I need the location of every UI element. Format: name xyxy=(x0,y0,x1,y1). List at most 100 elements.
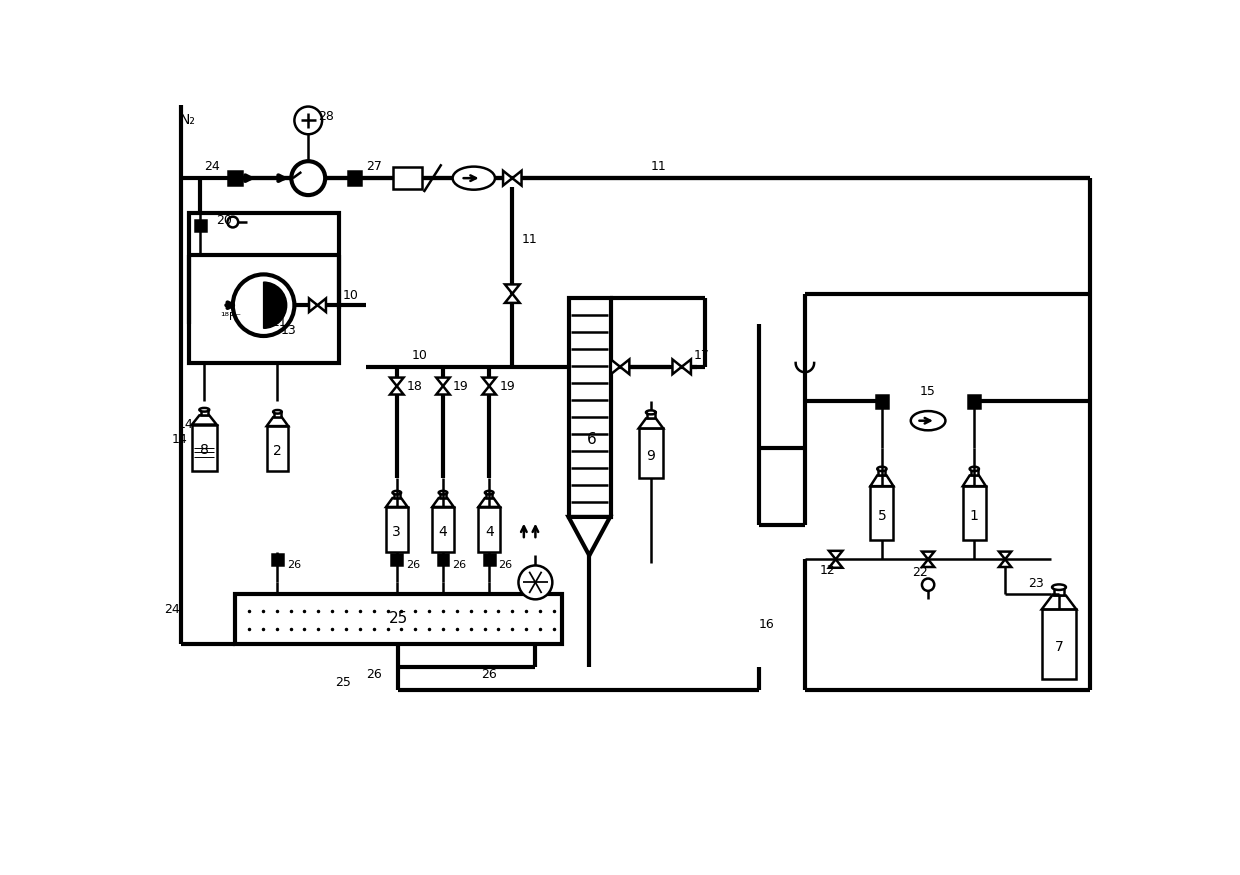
Text: 9: 9 xyxy=(646,449,655,463)
Circle shape xyxy=(291,161,325,195)
Text: 21: 21 xyxy=(272,316,286,329)
Bar xyxy=(479,507,500,551)
Bar xyxy=(1042,609,1076,679)
Bar xyxy=(386,507,408,551)
Polygon shape xyxy=(482,378,496,386)
Text: 10: 10 xyxy=(412,349,428,361)
Bar xyxy=(392,554,402,564)
Polygon shape xyxy=(999,559,1012,567)
Bar xyxy=(188,213,339,363)
Circle shape xyxy=(227,217,238,228)
Bar xyxy=(486,493,492,498)
Text: 11: 11 xyxy=(522,234,537,246)
Text: 25: 25 xyxy=(335,676,351,689)
Ellipse shape xyxy=(910,411,945,430)
Text: 24: 24 xyxy=(164,603,180,616)
Text: 26: 26 xyxy=(481,668,497,682)
Polygon shape xyxy=(512,171,522,186)
Ellipse shape xyxy=(970,466,978,471)
Bar xyxy=(393,493,401,498)
Text: 14: 14 xyxy=(177,418,193,431)
Circle shape xyxy=(233,275,294,336)
Polygon shape xyxy=(828,551,842,559)
Text: 7: 7 xyxy=(1055,640,1064,654)
Polygon shape xyxy=(921,559,934,567)
Text: 23: 23 xyxy=(1028,578,1044,591)
Ellipse shape xyxy=(393,491,401,494)
Text: 1: 1 xyxy=(970,508,978,522)
Polygon shape xyxy=(309,298,317,312)
Polygon shape xyxy=(192,416,217,424)
Text: 18: 18 xyxy=(407,380,423,393)
Text: 8: 8 xyxy=(200,443,208,457)
Polygon shape xyxy=(482,386,496,395)
Text: 4: 4 xyxy=(485,524,494,538)
Text: 11: 11 xyxy=(651,160,666,173)
Polygon shape xyxy=(433,498,454,507)
Text: 25: 25 xyxy=(388,611,408,626)
Bar xyxy=(201,410,208,416)
Text: 24: 24 xyxy=(205,160,219,173)
Text: 28: 28 xyxy=(317,110,334,123)
Ellipse shape xyxy=(439,491,448,494)
Polygon shape xyxy=(436,386,450,395)
Text: 2: 2 xyxy=(273,444,281,458)
Bar xyxy=(192,424,217,471)
Text: 16: 16 xyxy=(759,619,774,631)
Bar xyxy=(274,412,280,417)
Ellipse shape xyxy=(646,410,656,415)
Polygon shape xyxy=(828,559,842,568)
Wedge shape xyxy=(264,282,286,328)
Polygon shape xyxy=(391,378,403,386)
Ellipse shape xyxy=(200,408,210,411)
Polygon shape xyxy=(505,284,520,294)
Text: 26: 26 xyxy=(366,668,382,682)
Bar xyxy=(433,507,454,551)
Polygon shape xyxy=(386,498,408,507)
Text: 26: 26 xyxy=(498,560,512,570)
Bar xyxy=(639,429,663,479)
Bar xyxy=(484,554,495,564)
Bar xyxy=(1054,587,1064,596)
Text: 26: 26 xyxy=(286,560,301,570)
Text: ¹⁸F⁻: ¹⁸F⁻ xyxy=(221,312,242,322)
Polygon shape xyxy=(921,551,934,559)
Text: 6: 6 xyxy=(587,432,596,447)
Bar xyxy=(393,167,422,189)
Bar xyxy=(228,172,242,186)
Polygon shape xyxy=(503,171,512,186)
Text: 10: 10 xyxy=(342,289,358,302)
Polygon shape xyxy=(682,360,691,374)
Bar xyxy=(968,396,981,408)
Circle shape xyxy=(294,107,322,134)
Polygon shape xyxy=(962,475,986,487)
Bar xyxy=(440,493,446,498)
Polygon shape xyxy=(639,418,663,429)
Polygon shape xyxy=(479,498,500,507)
Text: 17: 17 xyxy=(693,349,709,361)
Bar xyxy=(272,554,283,564)
Bar xyxy=(971,469,978,475)
Polygon shape xyxy=(568,517,610,556)
Ellipse shape xyxy=(1052,584,1066,590)
Polygon shape xyxy=(1042,596,1076,609)
Circle shape xyxy=(518,565,552,599)
Ellipse shape xyxy=(453,166,495,190)
Bar xyxy=(878,469,885,475)
Bar xyxy=(962,487,986,540)
Polygon shape xyxy=(870,475,894,487)
Bar xyxy=(568,298,611,517)
Polygon shape xyxy=(436,378,450,386)
Bar xyxy=(267,426,288,471)
Polygon shape xyxy=(391,386,403,395)
Text: 26: 26 xyxy=(453,560,466,570)
Text: 27: 27 xyxy=(366,160,382,173)
Text: N₂: N₂ xyxy=(180,114,196,128)
Circle shape xyxy=(921,578,934,591)
Bar xyxy=(647,412,655,418)
Text: 14: 14 xyxy=(171,433,187,446)
Polygon shape xyxy=(620,360,630,374)
Ellipse shape xyxy=(273,410,281,414)
Bar xyxy=(438,554,449,564)
Polygon shape xyxy=(317,298,326,312)
